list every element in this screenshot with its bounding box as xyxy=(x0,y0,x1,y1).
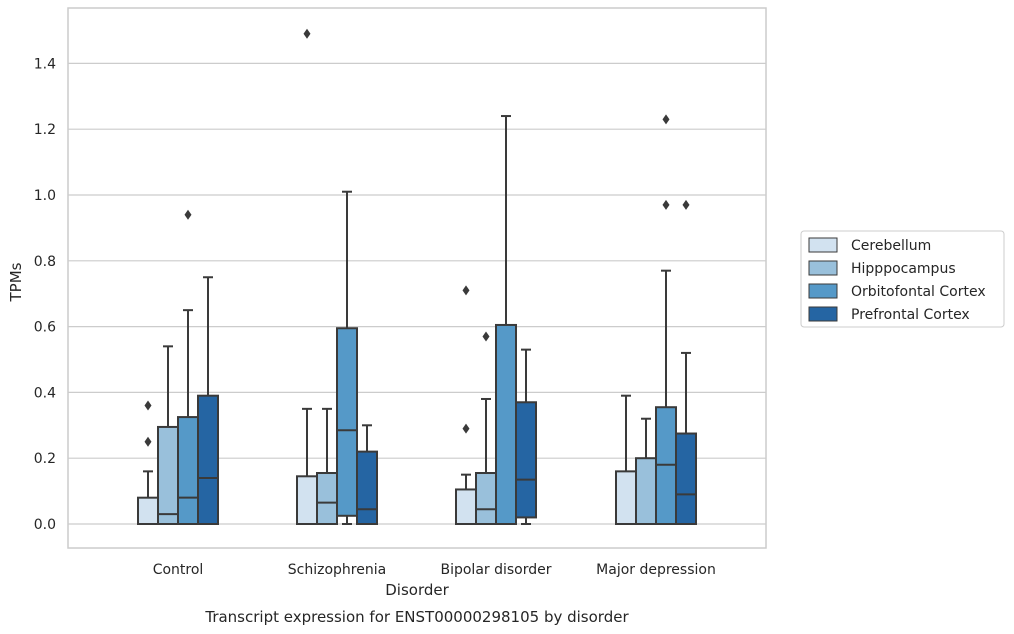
x-axis-ticks: Control Schizophrenia Bipolar disorder Majo… xyxy=(153,562,716,578)
y-tick-label: 0.4 xyxy=(34,385,56,401)
legend-swatch xyxy=(808,283,838,299)
legend-label: Cerebellum xyxy=(851,238,931,254)
box-iqr xyxy=(177,416,199,526)
box-plots xyxy=(137,28,697,526)
box-hipppocampus xyxy=(157,345,179,526)
box-orbitofontal-cortex xyxy=(336,190,358,525)
legend-swatch xyxy=(808,306,838,322)
y-tick-label: 0.8 xyxy=(34,254,56,270)
outlier-point xyxy=(184,209,192,220)
legend-frame xyxy=(800,230,1005,328)
box-iqr xyxy=(635,457,657,526)
box-prefrontal-cortex xyxy=(675,199,697,525)
y-tick-label: 1.0 xyxy=(34,188,56,204)
outlier-point xyxy=(662,199,670,210)
box-iqr xyxy=(675,432,697,525)
y-axis-ticks: 0.0 0.2 0.4 0.6 0.8 1.0 1.2 1.4 xyxy=(34,56,56,533)
box-prefrontal-cortex xyxy=(356,424,378,525)
box-cerebellum xyxy=(615,394,637,525)
box-orbitofontal-cortex xyxy=(495,115,517,525)
outlier-point xyxy=(144,400,152,411)
outlier-point xyxy=(662,114,670,125)
x-axis-label: Disorder xyxy=(385,581,449,599)
y-tick-label: 0.2 xyxy=(34,451,56,467)
y-tick-label: 0.6 xyxy=(34,320,56,336)
legend: Cerebellum Hipppocampus Orbitofontal Corte… xyxy=(800,230,1005,328)
box-orbitofontal-cortex xyxy=(177,209,199,526)
box-cerebellum xyxy=(296,28,318,526)
box-hipppocampus xyxy=(475,331,497,526)
outlier-point xyxy=(462,285,470,296)
box-prefrontal-cortex xyxy=(515,348,537,525)
box-iqr xyxy=(137,496,159,525)
box-hipppocampus xyxy=(316,407,338,526)
box-cerebellum xyxy=(137,400,159,525)
box-orbitofontal-cortex xyxy=(655,114,677,525)
box-iqr xyxy=(157,425,179,526)
box-iqr xyxy=(336,327,358,517)
box-iqr xyxy=(356,450,378,525)
x-tick-label: Major depression xyxy=(596,562,716,578)
legend-label: Prefrontal Cortex xyxy=(851,307,970,323)
box-iqr xyxy=(316,472,338,526)
x-tick-label: Schizophrenia xyxy=(288,562,386,578)
box-iqr xyxy=(515,401,537,519)
outlier-point xyxy=(144,436,152,447)
legend-label: Hipppocampus xyxy=(851,261,956,277)
box-hipppocampus xyxy=(635,417,657,526)
x-tick-label: Bipolar disorder xyxy=(440,562,551,578)
box-prefrontal-cortex xyxy=(197,276,219,525)
box-cerebellum xyxy=(455,285,477,525)
legend-swatch xyxy=(808,237,838,253)
outlier-point xyxy=(482,331,490,342)
box-iqr xyxy=(475,472,497,526)
legend-label: Orbitofontal Cortex xyxy=(851,284,986,300)
outlier-point xyxy=(682,199,690,210)
outlier-point xyxy=(462,423,470,434)
x-tick-label: Control xyxy=(153,562,204,578)
box-iqr xyxy=(296,475,318,526)
box-iqr xyxy=(615,470,637,525)
outlier-point xyxy=(303,28,311,39)
y-tick-label: 0.0 xyxy=(34,517,56,533)
plot-frame xyxy=(67,7,767,549)
y-tick-label: 1.4 xyxy=(34,56,56,72)
box-iqr xyxy=(455,488,477,525)
legend-swatch xyxy=(808,260,838,276)
chart-caption: Transcript expression for ENST0000029810… xyxy=(204,608,629,626)
box-iqr xyxy=(495,323,517,525)
y-tick-label: 1.2 xyxy=(34,122,56,138)
box-iqr xyxy=(197,394,219,525)
y-axis-label: TPMs xyxy=(7,262,25,302)
